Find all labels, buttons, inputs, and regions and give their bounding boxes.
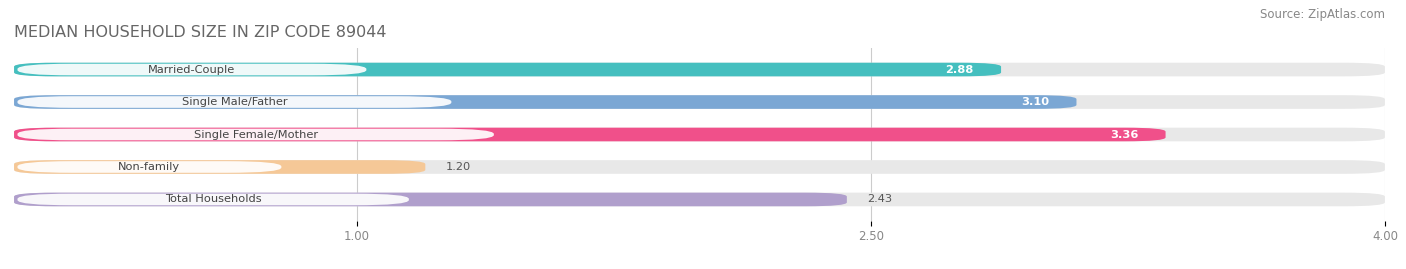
Text: Single Female/Mother: Single Female/Mother	[194, 129, 318, 140]
Text: Source: ZipAtlas.com: Source: ZipAtlas.com	[1260, 8, 1385, 21]
FancyBboxPatch shape	[14, 193, 846, 206]
Text: 2.88: 2.88	[945, 65, 973, 75]
Text: MEDIAN HOUSEHOLD SIZE IN ZIP CODE 89044: MEDIAN HOUSEHOLD SIZE IN ZIP CODE 89044	[14, 25, 387, 40]
FancyBboxPatch shape	[14, 128, 1166, 141]
Text: 3.36: 3.36	[1109, 129, 1139, 140]
Text: 2.43: 2.43	[868, 194, 893, 204]
FancyBboxPatch shape	[17, 96, 451, 108]
Text: 1.20: 1.20	[446, 162, 471, 172]
FancyBboxPatch shape	[14, 95, 1385, 109]
Text: Single Male/Father: Single Male/Father	[181, 97, 287, 107]
FancyBboxPatch shape	[14, 193, 1385, 206]
FancyBboxPatch shape	[17, 64, 367, 75]
Text: Total Households: Total Households	[165, 194, 262, 204]
FancyBboxPatch shape	[14, 63, 1385, 76]
FancyBboxPatch shape	[14, 95, 1077, 109]
Text: 3.10: 3.10	[1021, 97, 1049, 107]
FancyBboxPatch shape	[17, 194, 409, 205]
FancyBboxPatch shape	[14, 160, 1385, 174]
FancyBboxPatch shape	[17, 129, 494, 140]
FancyBboxPatch shape	[14, 128, 1385, 141]
Text: Non-family: Non-family	[118, 162, 180, 172]
FancyBboxPatch shape	[14, 63, 1001, 76]
FancyBboxPatch shape	[17, 161, 281, 173]
FancyBboxPatch shape	[14, 160, 426, 174]
Text: Married-Couple: Married-Couple	[148, 65, 236, 75]
